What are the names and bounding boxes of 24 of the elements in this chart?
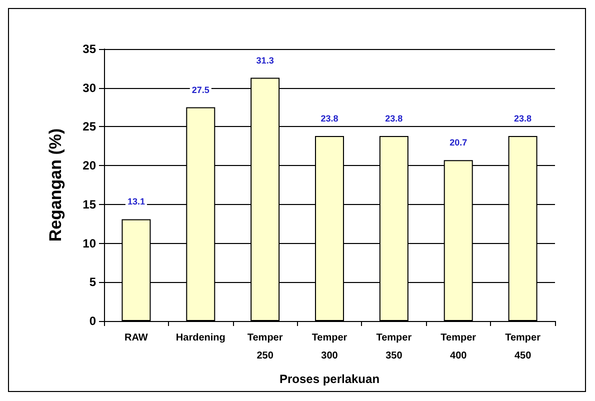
y-tick-label: 30 — [82, 80, 96, 95]
data-label: 13.1 — [127, 196, 145, 207]
y-tick-label: 10 — [82, 236, 96, 250]
y-axis-title: Regangan (%) — [46, 128, 65, 242]
x-tick-label: Temper 350 — [376, 332, 412, 362]
x-tick-label: RAW — [124, 332, 148, 344]
x-tick-label: Hardening — [176, 332, 226, 344]
x-tick-label: Temper 300 — [312, 332, 348, 362]
y-tick-label: 20 — [82, 158, 96, 173]
data-label: 27.5 — [192, 84, 210, 95]
y-tick-label: 15 — [82, 197, 96, 212]
x-axis-title: Proses perlakuan — [279, 372, 380, 386]
y-tick-label: 35 — [82, 42, 96, 56]
data-label: 23.8 — [514, 114, 532, 124]
data-label: 23.8 — [320, 114, 338, 124]
x-tick-label: Temper 400 — [440, 332, 476, 362]
y-tick-label: 0 — [89, 314, 96, 328]
x-tick-label: Temper 450 — [505, 332, 541, 362]
data-label: 20.7 — [450, 138, 468, 148]
data-label: 31.3 — [256, 55, 274, 66]
y-tick-label: 5 — [89, 275, 96, 290]
data-label: 23.8 — [385, 114, 403, 124]
y-tick-label: 25 — [82, 120, 96, 134]
x-tick-label: Temper 250 — [247, 332, 283, 362]
